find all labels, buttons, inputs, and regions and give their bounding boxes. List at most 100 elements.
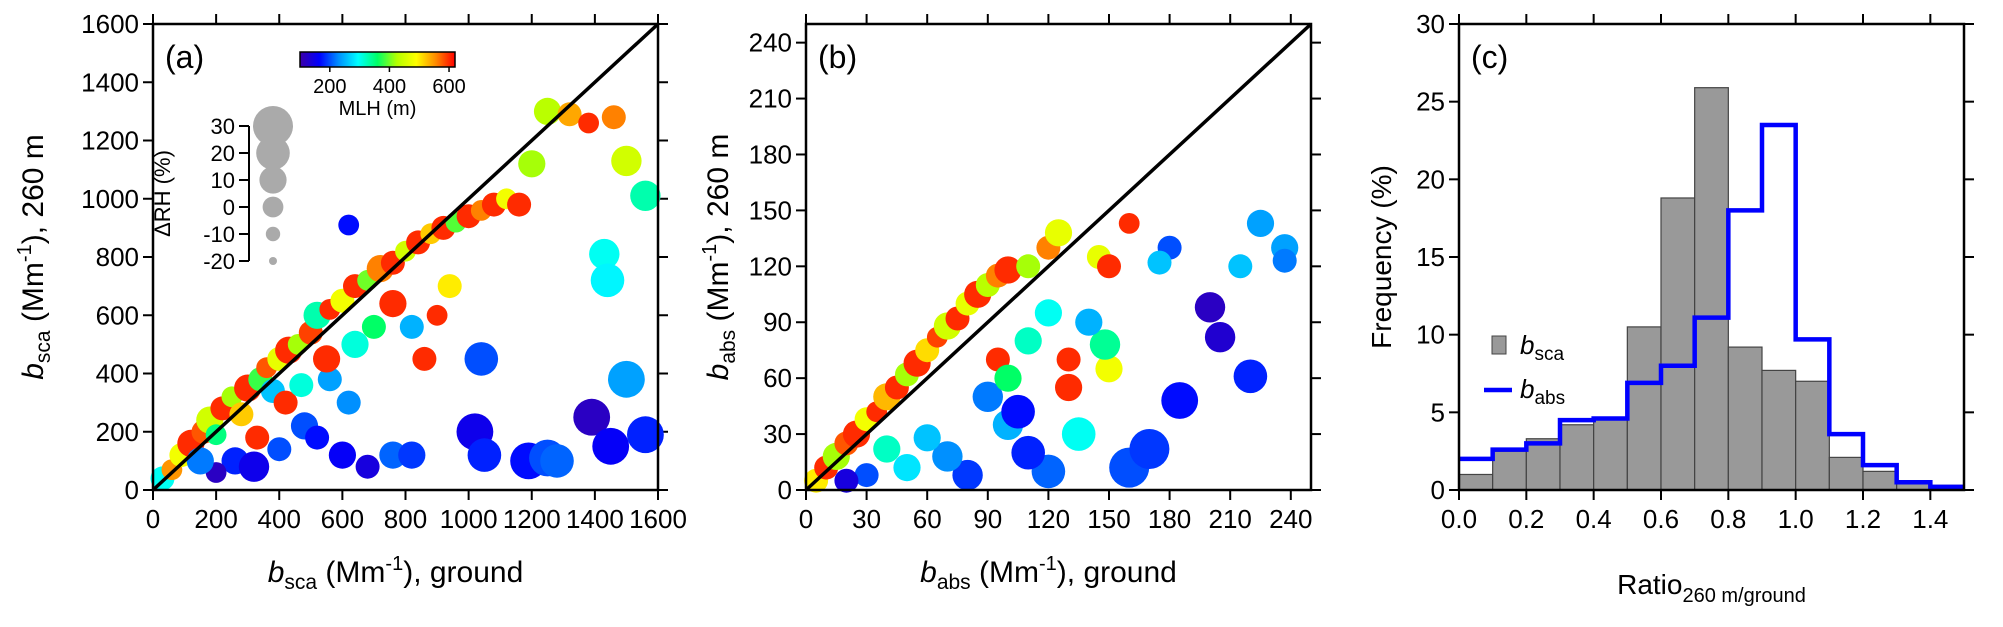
y-tick-label: 600 bbox=[96, 300, 139, 330]
data-point bbox=[338, 214, 360, 236]
data-point bbox=[1246, 209, 1275, 237]
size-legend-circle bbox=[269, 257, 277, 265]
data-point bbox=[590, 263, 625, 298]
histogram-bar bbox=[1795, 380, 1830, 491]
x-tick-label: 1200 bbox=[503, 504, 561, 534]
x-tick-label: 210 bbox=[1209, 504, 1252, 534]
plot-frame bbox=[1457, 22, 1966, 492]
x-tick-label: 120 bbox=[1027, 504, 1070, 534]
data-point bbox=[399, 314, 424, 339]
data-point bbox=[854, 463, 879, 488]
data-point bbox=[1204, 322, 1236, 353]
data-point bbox=[932, 441, 963, 472]
data-point bbox=[952, 459, 983, 491]
colorbar-tick-label: 200 bbox=[313, 76, 346, 98]
data-point bbox=[1233, 359, 1268, 394]
y-tick-label: 400 bbox=[96, 359, 139, 389]
histogram-bar bbox=[1525, 438, 1561, 491]
y-tick-label: 200 bbox=[96, 417, 139, 447]
data-point bbox=[229, 402, 254, 427]
histogram-bar bbox=[1862, 470, 1898, 491]
x-tick-label: 1400 bbox=[566, 504, 624, 534]
x-tick-label: 800 bbox=[384, 504, 427, 534]
data-point bbox=[1055, 373, 1083, 402]
x-tick-label: 0.2 bbox=[1508, 504, 1544, 534]
data-point bbox=[592, 427, 630, 465]
data-point bbox=[589, 238, 620, 270]
data-point bbox=[336, 390, 361, 415]
size-legend-tick-label: 0 bbox=[223, 195, 235, 220]
data-point bbox=[630, 180, 661, 211]
data-point bbox=[913, 424, 941, 452]
panel-1: 0 200 400 600 800 1000 1200 1400 160002004006008… bbox=[14, 9, 687, 594]
data-point bbox=[994, 364, 1022, 392]
data-point bbox=[1001, 394, 1035, 429]
data-point bbox=[305, 425, 330, 450]
histogram-bar bbox=[1626, 326, 1662, 491]
data-point bbox=[994, 256, 1022, 284]
data-point bbox=[557, 102, 582, 127]
data-point bbox=[313, 345, 341, 373]
histogram-bar bbox=[1492, 450, 1527, 491]
panel-label: (c) bbox=[1471, 39, 1508, 75]
x-tick-label: 600 bbox=[321, 504, 364, 534]
data-point bbox=[245, 425, 270, 450]
data-point bbox=[437, 274, 462, 299]
data-point bbox=[1089, 329, 1121, 360]
data-point bbox=[1075, 308, 1103, 336]
one-to-one-line bbox=[151, 22, 660, 492]
data-point bbox=[893, 454, 921, 482]
colorbar-tick-label: 400 bbox=[373, 76, 406, 98]
x-tick-label: 1.4 bbox=[1912, 504, 1948, 534]
data-point bbox=[1014, 327, 1042, 355]
y-tick-label: 1200 bbox=[81, 126, 139, 156]
x-tick-label: 400 bbox=[258, 504, 301, 534]
data-point bbox=[611, 145, 642, 177]
x-tick-label: 0 bbox=[799, 504, 813, 534]
data-point bbox=[328, 441, 356, 469]
plot-frame bbox=[151, 22, 660, 492]
y-tick-label: 1400 bbox=[81, 67, 139, 97]
y-tick-label: 0 bbox=[125, 475, 139, 505]
histogram-legend: bsca babs bbox=[1484, 330, 1565, 409]
y-tick-label: 15 bbox=[1416, 242, 1445, 272]
y-tick-label: 60 bbox=[763, 363, 792, 393]
y-tick-label: 30 bbox=[1416, 9, 1445, 39]
data-point bbox=[1095, 355, 1123, 383]
data-point bbox=[540, 444, 574, 478]
data-point bbox=[1044, 219, 1073, 247]
legend-label-abs: babs bbox=[1520, 374, 1565, 409]
data-point bbox=[608, 360, 645, 398]
size-legend-circle bbox=[253, 106, 293, 146]
colorbar-bar bbox=[299, 51, 456, 68]
data-point bbox=[426, 304, 448, 326]
plot-frame bbox=[804, 22, 1313, 492]
size-legend-tick-label: 10 bbox=[211, 168, 235, 193]
y-tick-label: 800 bbox=[96, 242, 139, 272]
one-to-one-line bbox=[804, 22, 1313, 492]
y-tick-label: 25 bbox=[1416, 87, 1445, 117]
panel-2: 0 30 60 90 120 150 180 210 240 0 30 60 90 120 150 180 21… bbox=[699, 14, 1321, 594]
mlh-colorbar: 200 400 600 MLH (m) bbox=[299, 51, 466, 120]
histogram-bar bbox=[1559, 424, 1595, 491]
y-tick-label: 0 bbox=[778, 475, 792, 505]
data-point bbox=[238, 451, 270, 482]
data-point bbox=[1016, 254, 1041, 279]
histogram-step-line bbox=[1459, 122, 1964, 490]
y-tick-label: 180 bbox=[749, 139, 792, 169]
data-point bbox=[1118, 213, 1140, 234]
x-tick-label: 0.0 bbox=[1441, 504, 1477, 534]
data-point bbox=[379, 290, 407, 318]
x-tick-label: 180 bbox=[1148, 504, 1191, 534]
data-point bbox=[341, 330, 369, 358]
size-legend-tick-label: 30 bbox=[211, 114, 235, 139]
histogram-bar bbox=[1660, 197, 1696, 491]
legend-swatch-sca bbox=[1491, 335, 1507, 355]
x-axis-label: babs (Mm-1), ground bbox=[920, 553, 1177, 594]
data-point bbox=[1034, 299, 1062, 327]
y-axis-label: bsca (Mm-1), 260 m bbox=[14, 134, 55, 380]
data-point bbox=[412, 346, 437, 371]
histogram-bar bbox=[1727, 346, 1763, 491]
